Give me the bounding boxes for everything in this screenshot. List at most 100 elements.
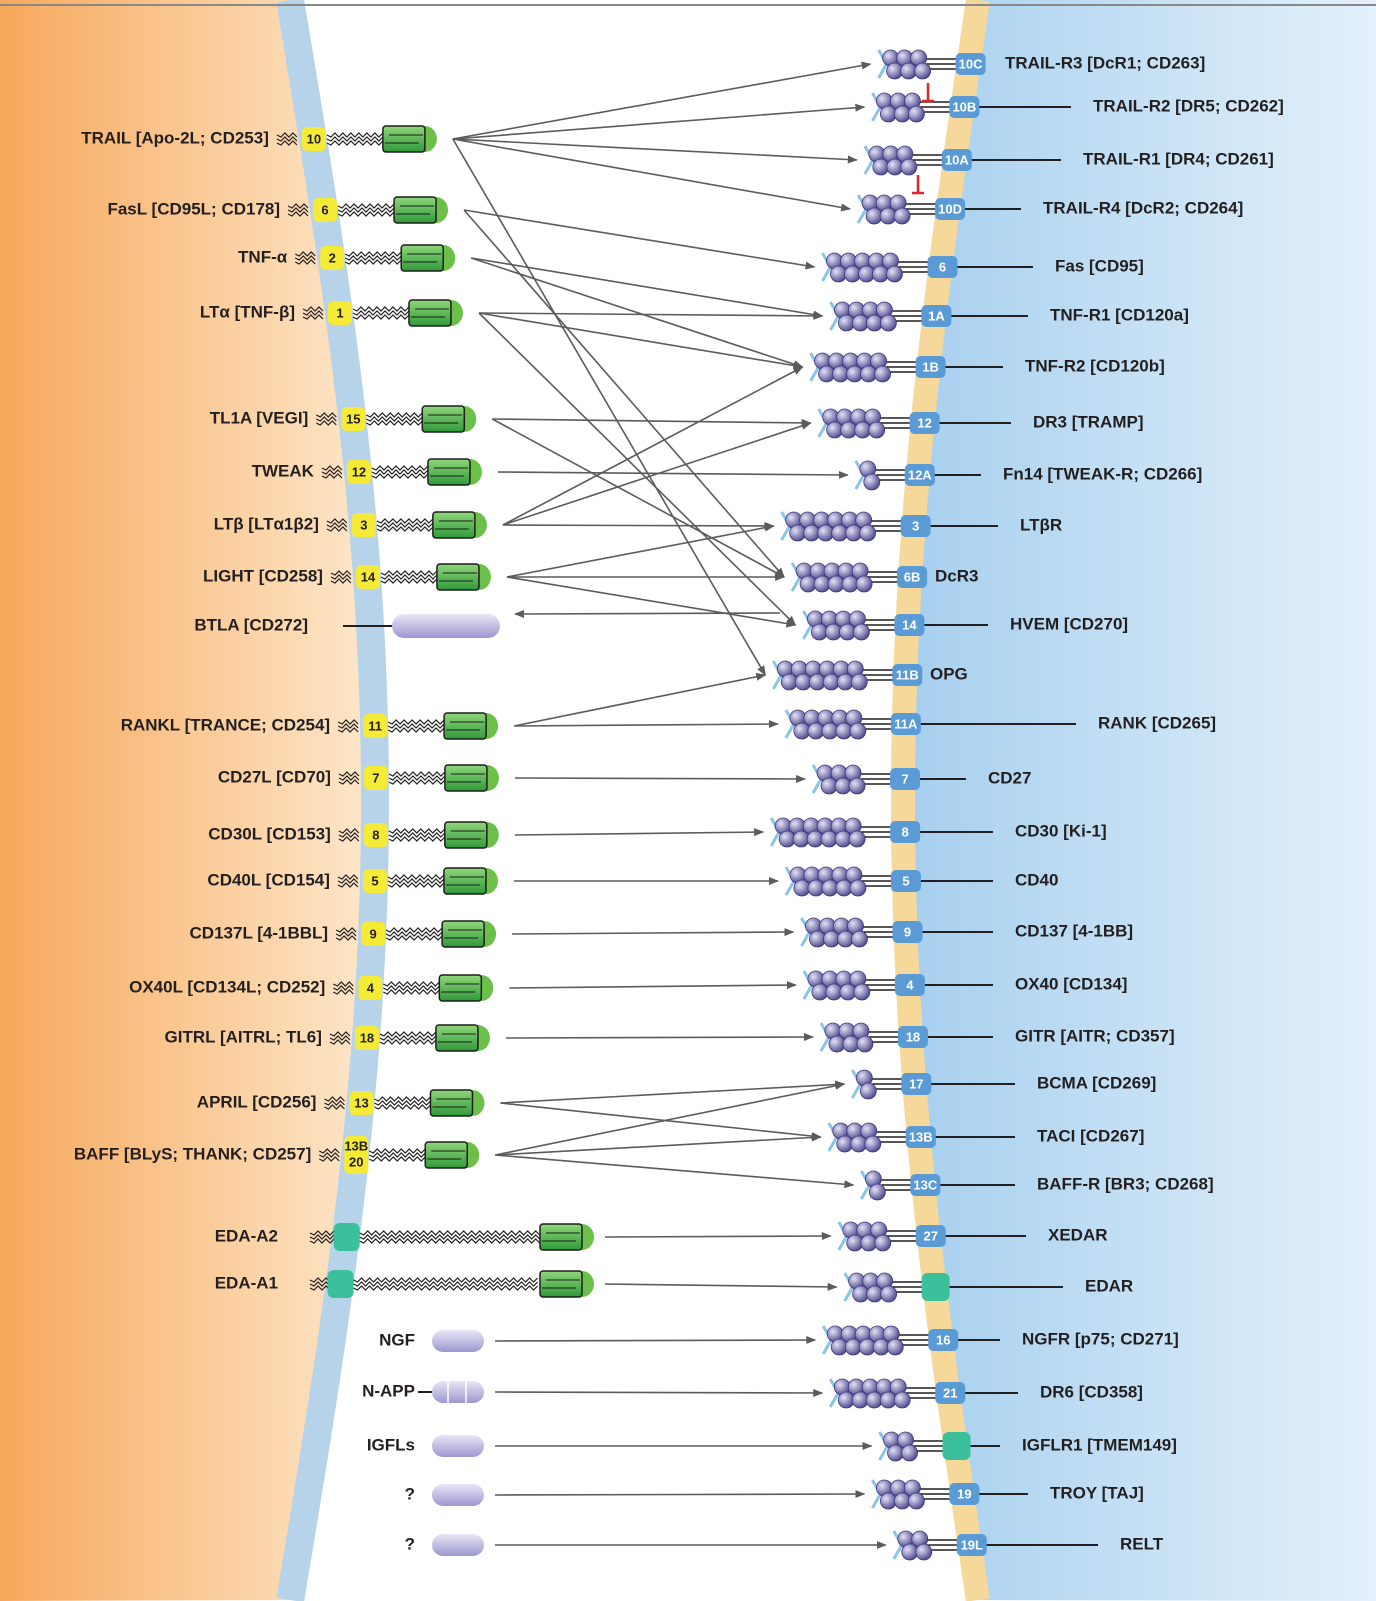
crd-domain [880,1392,896,1408]
crd-domain [847,1235,863,1251]
receptor-label: DR3 [TRAMP] [1033,412,1144,431]
crd-domain [850,723,866,739]
receptor-id: 3 [912,518,919,533]
thd-domain [433,512,475,538]
crd-domain [851,674,867,690]
crd-domain [850,880,866,896]
receptor-label: RANK [CD265] [1098,713,1216,732]
binding-arrow [506,1037,813,1038]
receptor-id: 12A [908,467,932,482]
stalk [389,772,445,776]
receptor-label: BCMA [CD269] [1037,1073,1156,1092]
crd-domain [881,1286,897,1302]
receptor-id: 10B [952,99,976,114]
crd-domain [854,984,870,1000]
crd-domain [867,1286,883,1302]
crd-domain [811,624,827,640]
crd-domain [793,831,809,847]
crd-domain [839,624,855,640]
receptor-id: 16 [936,1332,950,1347]
crd-domain [915,63,931,79]
crd-domain [916,1544,932,1560]
stalk [338,204,394,208]
receptor-id: 27 [924,1228,938,1243]
ligand-label: CD40L [CD154] [207,870,330,889]
crd-domain [902,1445,918,1461]
diagram: TRAIL [Apo-2L; CD253]10FasL [CD95L; CD17… [0,0,1376,1601]
crd-domain [894,106,910,122]
ligand-id: 3 [360,517,367,532]
thd-domain [430,1090,472,1116]
crd-domain [847,366,863,382]
stalk [383,982,439,986]
receptor-id: 4 [906,977,914,992]
crd-domain [794,723,810,739]
crd-domain [837,674,853,690]
receptor-label: DcR3 [935,566,978,585]
ligand-label: CD27L [CD70] [218,767,331,786]
crd-domain [823,674,839,690]
binding-arrow [507,526,774,577]
binding-arrow [479,313,803,367]
binding-arrow [500,1084,844,1103]
ligand-label: CD137L [4-1BBL] [190,923,329,942]
ligand-label: GITRL [AITRL; TL6] [165,1027,322,1046]
ligand-label: TRAIL [Apo-2L; CD253] [81,128,269,147]
receptor-id: 10A [945,152,969,167]
receptor-domain [922,1273,950,1301]
crd-domain [894,208,910,224]
crd-domain [908,1493,924,1509]
receptor-label: Fn14 [TWEAK-R; CD266] [1003,464,1202,483]
ligand-pill [432,1484,484,1506]
crd-domain [809,674,825,690]
crd-domain [880,315,896,331]
ligand-pill [392,614,500,638]
binding-arrow [514,724,778,726]
crd-domain [835,778,851,794]
extracellular-right [903,0,1376,1601]
receptor-id: 6B [904,569,921,584]
crd-domain [901,63,917,79]
thd-domain [383,126,425,152]
crd-domain [849,831,865,847]
crd-domain [860,525,876,541]
stalk [386,928,442,932]
crd-domain [821,831,837,847]
stalk [366,413,422,417]
crd-domain [823,931,839,947]
receptor-id: 17 [909,1076,923,1091]
receptor-id: 10D [938,201,962,216]
crd-domain [894,1493,910,1509]
inhibition-mark [922,83,934,101]
thd-domain [445,765,487,791]
crd-domain [859,1339,875,1355]
ligand-id: 9 [369,926,376,941]
binding-arrow [503,525,774,526]
stalk [388,875,444,879]
ligand-label: NGF [379,1330,415,1349]
crd-domain [887,63,903,79]
receptor-id: 11B [896,667,919,682]
crd-domain [821,778,837,794]
ligand-label: TNF-α [238,247,288,266]
ligand-label: LTα [TNF-β] [200,302,295,321]
receptor-id: 18 [906,1029,920,1044]
ligand-label: IGFLs [367,1435,415,1454]
crd-domain [856,576,872,592]
stalk [353,307,409,311]
crd-domain [842,576,858,592]
receptor-label: TRAIL-R3 [DcR1; CD263] [1005,53,1205,72]
crd-domain [875,1235,891,1251]
crd-domain [825,624,841,640]
receptor-id: 6 [939,259,946,274]
receptor-label: GITR [AITR; CD357] [1015,1026,1175,1045]
receptor-label: OPG [930,664,968,683]
crd-domain [841,422,857,438]
crd-domain [851,931,867,947]
binding-arrow [495,1084,844,1155]
stalk [374,1097,430,1101]
crd-domain [861,1235,877,1251]
crd-domain [861,366,877,382]
crd-domain [880,1493,896,1509]
receptor-label: Fas [CD95] [1055,256,1144,275]
